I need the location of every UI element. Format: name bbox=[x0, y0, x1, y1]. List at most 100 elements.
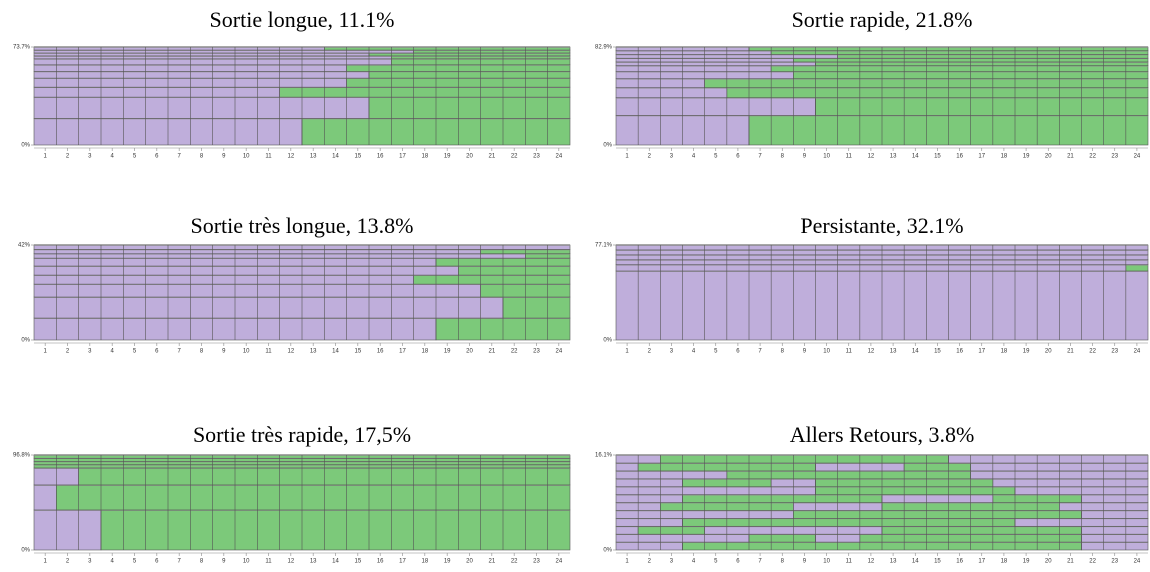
x-tick-label: 13 bbox=[890, 559, 897, 565]
sequence-segment bbox=[682, 518, 1016, 527]
x-tick-label: 5 bbox=[714, 559, 718, 565]
x-tick-label: 3 bbox=[670, 349, 674, 355]
x-tick-label: 6 bbox=[736, 154, 740, 160]
y-tick-label: 0% bbox=[21, 143, 30, 149]
sequence-segment bbox=[279, 86, 571, 98]
y-tick-label: 77.1% bbox=[595, 243, 613, 249]
x-tick-label: 10 bbox=[243, 559, 250, 565]
x-tick-label: 15 bbox=[354, 559, 361, 565]
x-tick-label: 1 bbox=[43, 559, 47, 565]
x-tick-label: 17 bbox=[978, 349, 985, 355]
x-tick-label: 21 bbox=[488, 559, 495, 565]
x-tick-label: 8 bbox=[200, 154, 204, 160]
x-tick-label: 3 bbox=[670, 559, 674, 565]
chart-title: Sortie longue, 11.1% bbox=[210, 7, 395, 32]
sequence-segment bbox=[1081, 510, 1149, 519]
sequence-segment bbox=[1125, 264, 1149, 272]
x-tick-label: 19 bbox=[1023, 349, 1030, 355]
x-tick-label: 20 bbox=[1045, 154, 1052, 160]
y-tick-label: 96.8% bbox=[13, 453, 31, 459]
x-tick-label: 7 bbox=[177, 154, 181, 160]
x-tick-label: 1 bbox=[43, 349, 47, 355]
x-tick-label: 18 bbox=[421, 559, 428, 565]
chart-title: Persistante, 32.1% bbox=[800, 213, 963, 238]
sequence-segment bbox=[33, 86, 280, 98]
y-tick-label: 0% bbox=[603, 143, 612, 149]
x-tick-label: 7 bbox=[758, 349, 762, 355]
sequence-segment bbox=[33, 274, 414, 285]
sequence-segment bbox=[100, 509, 571, 551]
sequence-segment bbox=[615, 541, 683, 551]
x-tick-label: 4 bbox=[692, 154, 696, 160]
x-tick-label: 20 bbox=[466, 559, 473, 565]
sequence-segment bbox=[748, 533, 816, 543]
sequence-segment bbox=[992, 478, 1149, 488]
y-tick-label: 0% bbox=[603, 548, 612, 554]
sequence-segment bbox=[615, 87, 728, 99]
x-tick-label: 24 bbox=[1134, 559, 1141, 565]
x-tick-label: 15 bbox=[354, 349, 361, 355]
x-tick-label: 17 bbox=[399, 349, 406, 355]
x-tick-label: 18 bbox=[1001, 349, 1008, 355]
x-tick-label: 13 bbox=[890, 154, 897, 160]
x-tick-label: 11 bbox=[265, 349, 272, 355]
x-tick-label: 12 bbox=[287, 154, 294, 160]
x-tick-label: 15 bbox=[354, 154, 361, 160]
x-tick-label: 14 bbox=[332, 349, 339, 355]
sequence-segment bbox=[615, 494, 683, 503]
x-tick-label: 17 bbox=[978, 154, 985, 160]
x-tick-label: 12 bbox=[287, 349, 294, 355]
x-tick-label: 3 bbox=[670, 154, 674, 160]
x-tick-label: 8 bbox=[781, 154, 785, 160]
x-tick-label: 10 bbox=[243, 154, 250, 160]
y-tick-label: 0% bbox=[603, 338, 612, 344]
x-tick-label: 9 bbox=[803, 154, 807, 160]
x-tick-label: 8 bbox=[781, 559, 785, 565]
x-tick-label: 2 bbox=[648, 349, 652, 355]
x-tick-label: 1 bbox=[625, 559, 629, 565]
x-tick-label: 18 bbox=[1001, 559, 1008, 565]
x-tick-label: 24 bbox=[555, 349, 562, 355]
x-tick-label: 7 bbox=[177, 349, 181, 355]
x-tick-label: 6 bbox=[736, 559, 740, 565]
sequence-segment bbox=[615, 264, 1127, 272]
x-tick-label: 2 bbox=[66, 559, 70, 565]
sequence-segment bbox=[726, 87, 1149, 99]
sequence-segment bbox=[615, 97, 816, 116]
sequence-segment bbox=[903, 462, 971, 472]
x-tick-label: 22 bbox=[1089, 349, 1096, 355]
sequence-segment bbox=[1081, 525, 1149, 535]
chart-title: Sortie rapide, 21.8% bbox=[792, 7, 973, 32]
x-tick-label: 5 bbox=[714, 349, 718, 355]
x-tick-label: 4 bbox=[110, 559, 114, 565]
sequence-segment bbox=[33, 296, 504, 319]
x-tick-label: 10 bbox=[823, 559, 830, 565]
x-tick-label: 19 bbox=[444, 559, 451, 565]
x-tick-label: 20 bbox=[466, 349, 473, 355]
x-tick-label: 21 bbox=[1067, 154, 1074, 160]
x-tick-label: 23 bbox=[533, 154, 540, 160]
x-tick-label: 18 bbox=[1001, 154, 1008, 160]
x-tick-label: 8 bbox=[200, 349, 204, 355]
x-tick-label: 23 bbox=[533, 349, 540, 355]
x-tick-label: 22 bbox=[511, 154, 518, 160]
sequence-segment bbox=[615, 462, 639, 472]
x-tick-label: 7 bbox=[758, 559, 762, 565]
sequence-segment bbox=[793, 510, 1082, 519]
x-tick-label: 9 bbox=[803, 559, 807, 565]
x-tick-label: 14 bbox=[912, 349, 919, 355]
x-tick-label: 20 bbox=[466, 154, 473, 160]
sequence-segment bbox=[56, 484, 571, 511]
x-tick-label: 16 bbox=[377, 154, 384, 160]
x-tick-label: 16 bbox=[956, 559, 963, 565]
x-tick-label: 22 bbox=[511, 559, 518, 565]
x-tick-label: 13 bbox=[310, 559, 317, 565]
x-tick-label: 4 bbox=[692, 349, 696, 355]
x-tick-label: 6 bbox=[155, 349, 159, 355]
x-tick-label: 16 bbox=[956, 349, 963, 355]
x-tick-label: 11 bbox=[265, 559, 272, 565]
x-tick-label: 14 bbox=[912, 559, 919, 565]
x-tick-label: 21 bbox=[1067, 559, 1074, 565]
